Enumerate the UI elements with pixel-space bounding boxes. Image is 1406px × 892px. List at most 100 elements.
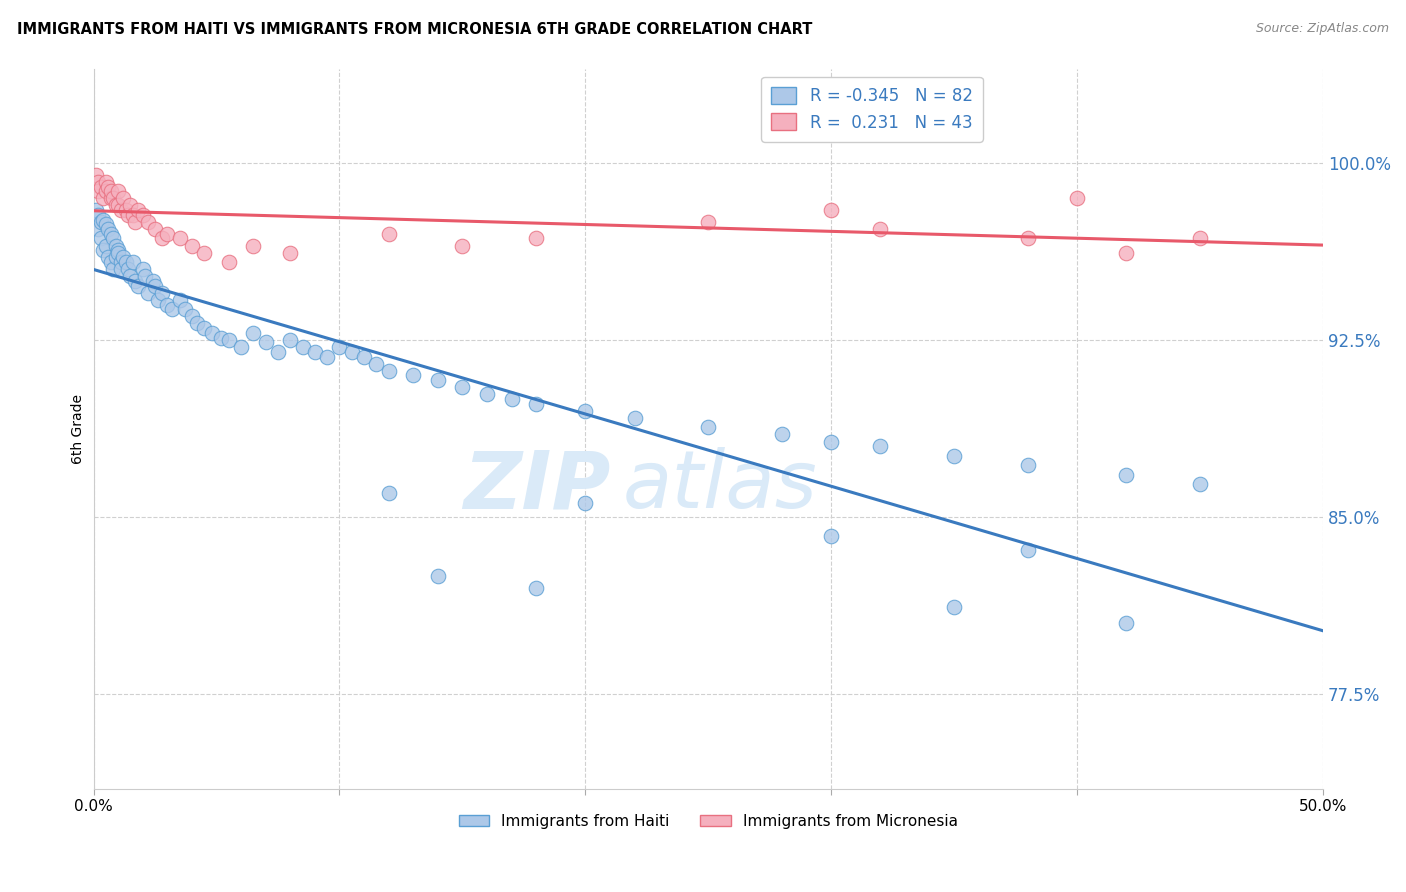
Point [820,434,842,449]
Point [127,203,149,218]
Point [524,231,547,245]
Point [124,215,146,229]
Point [90,179,112,194]
Point [122,255,145,269]
Point [1115,467,1137,482]
Point [218,255,240,269]
Point [181,238,204,252]
Point [87,175,110,189]
Point [132,208,155,222]
Point [201,326,224,340]
Legend: Immigrants from Haiti, Immigrants from Micronesia: Immigrants from Haiti, Immigrants from M… [453,807,965,835]
Point [152,231,174,245]
Point [107,198,129,212]
Point [169,293,191,307]
Point [193,245,215,260]
Point [84,168,107,182]
Point [1189,231,1212,245]
Text: Source: ZipAtlas.com: Source: ZipAtlas.com [1256,22,1389,36]
Point [278,333,301,347]
Point [90,215,112,229]
Point [93,212,115,227]
Point [1017,458,1039,472]
Point [377,486,399,500]
Point [943,599,966,614]
Point [104,198,127,212]
Point [112,191,135,205]
Point [162,302,184,317]
Point [820,203,842,218]
Point [107,244,129,258]
Point [377,364,399,378]
Point [100,227,122,241]
Point [574,496,596,510]
Point [90,231,112,245]
Point [697,215,720,229]
Point [1017,543,1039,558]
Point [97,222,120,236]
Point [169,231,191,245]
Point [87,208,110,222]
Point [574,404,596,418]
Point [186,317,208,331]
Point [291,340,314,354]
Point [366,357,388,371]
Point [94,238,117,252]
Point [117,208,139,222]
Point [100,255,122,269]
Point [112,251,135,265]
Point [87,184,110,198]
Point [869,222,891,236]
Point [143,278,166,293]
Point [1115,616,1137,631]
Point [103,191,125,205]
Text: atlas: atlas [623,447,817,525]
Point [97,179,120,194]
Point [475,387,498,401]
Point [328,340,350,354]
Point [524,397,547,411]
Point [181,310,204,324]
Point [94,217,117,231]
Point [524,581,547,595]
Point [104,251,127,265]
Point [193,321,215,335]
Point [278,245,301,260]
Point [340,344,363,359]
Point [107,245,129,260]
Point [426,373,449,387]
Point [87,222,110,236]
Point [501,392,523,406]
Point [451,380,474,394]
Point [267,344,290,359]
Point [136,285,159,300]
Point [136,215,159,229]
Point [94,184,117,198]
Point [100,191,122,205]
Point [377,227,399,241]
Point [114,255,136,269]
Point [103,262,125,277]
Point [218,333,240,347]
Point [229,340,252,354]
Point [84,203,107,218]
Point [173,302,195,317]
Point [402,368,425,383]
Point [120,198,142,212]
Point [110,203,132,218]
Point [110,255,132,269]
Point [132,262,155,277]
Point [242,238,264,252]
Point [146,293,169,307]
Point [254,335,277,350]
Point [93,191,115,205]
Point [104,238,127,252]
Point [869,439,891,453]
Point [103,231,125,245]
Point [124,274,146,288]
Point [120,269,142,284]
Point [316,350,339,364]
Text: IMMIGRANTS FROM HAITI VS IMMIGRANTS FROM MICRONESIA 6TH GRADE CORRELATION CHART: IMMIGRANTS FROM HAITI VS IMMIGRANTS FROM… [17,22,813,37]
Point [304,344,326,359]
Point [242,326,264,340]
